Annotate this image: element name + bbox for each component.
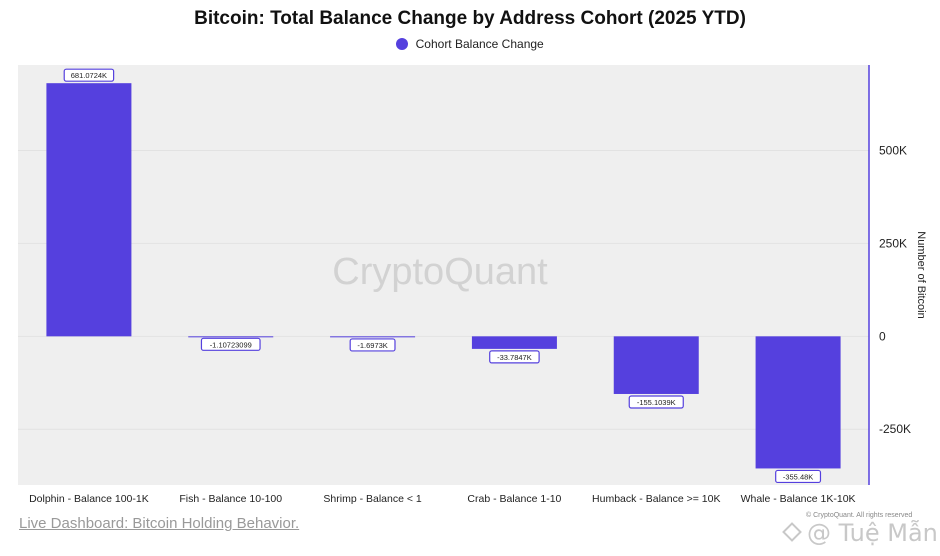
data-label: -1.10723099 (210, 340, 252, 349)
x-ticks: Dolphin - Balance 100-1K Fish - Balance 1… (29, 493, 855, 505)
y-tick-label: 500K (879, 143, 907, 157)
data-label: -33.7847K (497, 353, 532, 362)
bar (471, 336, 557, 349)
chart-title: Bitcoin: Total Balance Change by Address… (194, 8, 746, 29)
y-axis-label: Number of Bitcoin (915, 231, 927, 318)
data-label-box (349, 338, 396, 352)
x-tick-label: Fish - Balance 10-100 (179, 493, 282, 505)
watermark-user-text: @ Tuệ Mẫn (807, 519, 938, 547)
x-tick-label: Shrimp - Balance < 1 (323, 493, 422, 505)
data-label: -155.1039K (637, 398, 676, 407)
grid-lines (18, 149, 869, 430)
y-tick-label: 0 (879, 329, 886, 343)
data-label: -1.6973K (357, 341, 387, 350)
data-label-box (775, 469, 822, 484)
data-label-box (628, 395, 684, 409)
x-tick-label: Whale - Balance 1K-10K (741, 493, 856, 505)
bar (330, 336, 416, 338)
watermark: CryptoQuant (332, 251, 548, 293)
y-ticks: -250K 0 250K 500K (879, 143, 911, 436)
data-label: -355.48K (783, 472, 813, 481)
y-tick-label: -250K (879, 422, 911, 436)
legend-swatch (396, 38, 409, 50)
dashboard-link[interactable]: Live Dashboard: Bitcoin Holding Behavior… (19, 515, 300, 532)
bar (46, 83, 132, 337)
x-tick-label: Humback - Balance >= 10K (592, 493, 720, 505)
y-tick-label: 250K (879, 236, 907, 250)
legend-label: Cohort Balance Change (415, 37, 544, 51)
bars (46, 83, 841, 469)
data-label-box (63, 68, 115, 82)
bar-chart: CryptoQuant -250K 0 250K 500K Dolphin - Bal… (18, 65, 927, 505)
legend[interactable]: Cohort Balance Change (0, 37, 940, 51)
data-label-box (489, 350, 540, 364)
data-label: 681.0724K (71, 71, 107, 80)
bar (188, 336, 274, 338)
watermark-user: @ Tuệ Mẫn (782, 519, 938, 547)
data-labels: 681.0724K -1.10723099 -1.6973K -33.7847K -15… (63, 68, 822, 484)
data-label-box (200, 337, 261, 351)
x-tick-label: Crab - Balance 1-10 (467, 493, 561, 505)
bar (613, 336, 699, 394)
x-tick-label: Dolphin - Balance 100-1K (29, 493, 149, 505)
plot-area (18, 65, 869, 485)
bar (755, 336, 841, 469)
diamond-icon (782, 522, 802, 542)
copyright-text: © CryptoQuant. All rights reserved (806, 512, 913, 519)
